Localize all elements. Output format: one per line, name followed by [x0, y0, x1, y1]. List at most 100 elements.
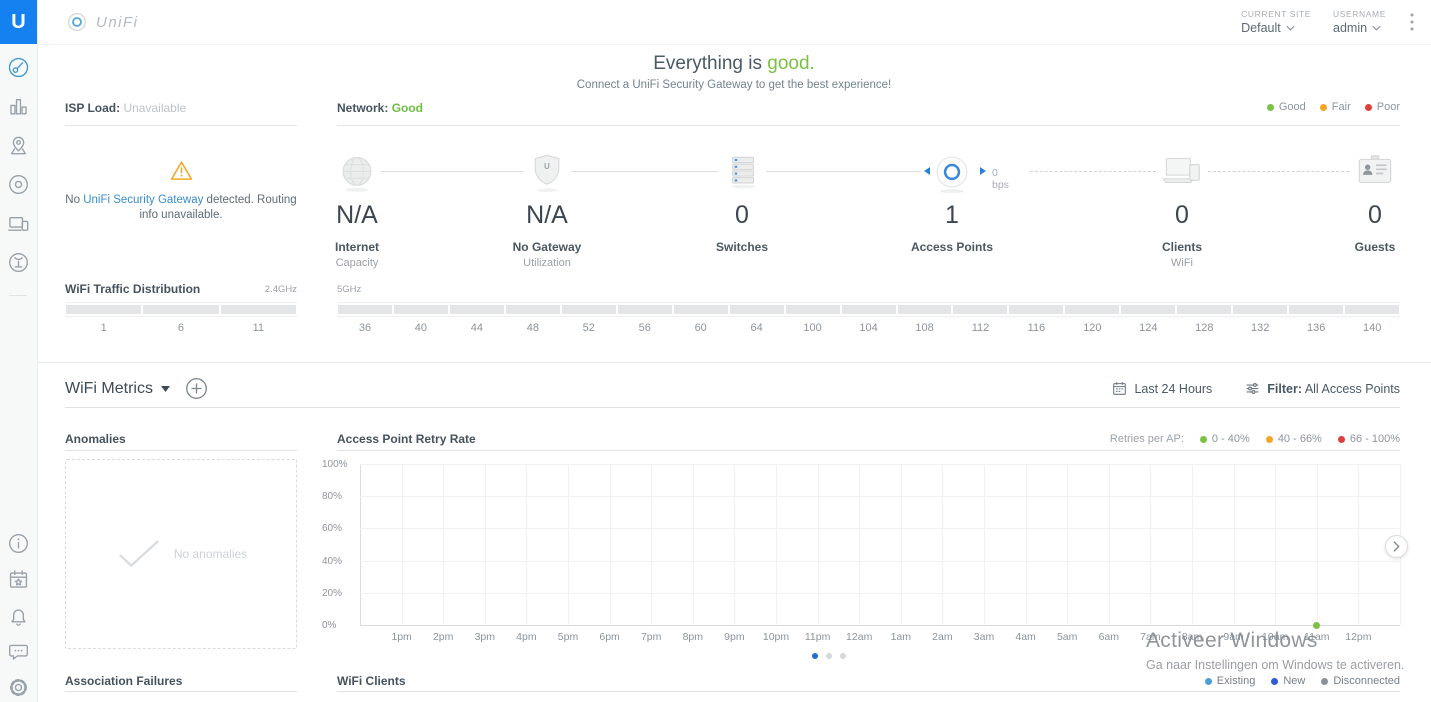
sidebar-item-insights[interactable] — [7, 251, 30, 274]
node-guests[interactable]: 0 Guests — [1295, 150, 1431, 254]
x-tick: 5pm — [546, 631, 590, 643]
y-tick: 60% — [322, 523, 355, 534]
sidebar-item-clients[interactable] — [7, 212, 30, 235]
filter-icon — [1245, 381, 1260, 396]
gridline-v — [526, 464, 527, 625]
insights-icon — [7, 251, 30, 274]
legend-dot — [1320, 104, 1327, 111]
pagination-dot[interactable] — [826, 653, 832, 659]
sidebar-item-statistics[interactable] — [7, 95, 30, 118]
sidebar-item-map[interactable] — [7, 134, 30, 157]
ap-filter[interactable]: Filter: All Access Points — [1245, 381, 1400, 396]
sidebar-item-dashboard[interactable] — [7, 56, 30, 79]
sidebar-item-devices[interactable] — [7, 173, 30, 196]
legend-label: 0 - 40% — [1212, 433, 1250, 445]
gridline-v — [443, 464, 444, 625]
gridline-h — [360, 528, 1400, 529]
y-tick: 20% — [322, 588, 355, 599]
network-status: Network: Good GoodFairPoor — [337, 101, 1400, 126]
legend-dot — [1266, 436, 1273, 443]
sidebar-item-alerts[interactable] — [7, 604, 30, 627]
channel-bar — [1233, 305, 1287, 314]
pagination-dot[interactable] — [812, 653, 818, 659]
health-summary: Everything is good. Connect a UniFi Secu… — [37, 53, 1431, 91]
channel-number: 1 — [65, 322, 142, 334]
node-switches[interactable]: 0 Switches — [662, 150, 822, 254]
section-divider — [37, 362, 1431, 363]
gridline-v — [693, 464, 694, 625]
legend-label: New — [1283, 675, 1305, 687]
next-page-button[interactable] — [1385, 535, 1408, 558]
gridline-v — [1192, 464, 1193, 625]
legend-label: 40 - 66% — [1278, 433, 1322, 445]
page-subtitle: Connect a UniFi Security Gateway to get … — [37, 79, 1431, 91]
dashboard-icon — [7, 56, 30, 79]
gridline-v — [859, 464, 860, 625]
filter-value: All Access Points — [1305, 382, 1400, 396]
legend-item-good: Good — [1267, 101, 1306, 113]
node-value: N/A — [467, 201, 627, 230]
events-icon — [7, 568, 30, 591]
topbar: UniFi CURRENT SITE Default USERNAME admi… — [37, 0, 1431, 45]
legend-item-0-40-: 0 - 40% — [1200, 433, 1250, 445]
topbar-right: CURRENT SITE Default USERNAME admin — [1241, 9, 1431, 35]
gridline-h — [360, 496, 1400, 497]
anomalies-empty-state: No anomalies — [65, 459, 297, 649]
gridline-v — [485, 464, 486, 625]
sidebar-item-info[interactable] — [7, 532, 30, 555]
warning-icon — [170, 160, 193, 181]
x-tick: 3am — [962, 631, 1006, 643]
alerts-icon — [7, 604, 30, 627]
node-gateway[interactable]: U N/A No Gateway Utilization — [467, 150, 627, 269]
x-tick: 1pm — [380, 631, 424, 643]
channel-bar — [1009, 305, 1063, 314]
y-tick: 80% — [322, 491, 355, 502]
node-access-points[interactable]: 1 Access Points — [872, 150, 1032, 254]
x-tick: 8am — [1170, 631, 1214, 643]
channel-number: 44 — [449, 322, 505, 334]
x-tick: 10pm — [754, 631, 798, 643]
anomalies-empty-text: No anomalies — [174, 547, 247, 561]
gridline-v — [1026, 464, 1027, 625]
chat-icon — [7, 640, 30, 663]
wifi-metrics-dropdown[interactable]: WiFi Metrics — [65, 380, 170, 398]
user-selector[interactable]: USERNAME admin — [1333, 9, 1386, 35]
node-value: 0 — [1295, 201, 1431, 230]
site-selector[interactable]: CURRENT SITE Default — [1241, 9, 1311, 35]
legend-item-fair: Fair — [1320, 101, 1351, 113]
node-clients[interactable]: 0 Clients WiFi — [1102, 150, 1262, 269]
sidebar-divider — [9, 295, 27, 296]
node-value: N/A — [277, 201, 437, 230]
channel-number: 104 — [841, 322, 897, 334]
sidebar-item-chat[interactable] — [7, 640, 30, 663]
channel-bar — [1177, 305, 1231, 314]
sidebar-bottom-nav — [0, 532, 36, 699]
overflow-menu-icon[interactable] — [1408, 11, 1416, 33]
sidebar-item-settings[interactable] — [7, 676, 30, 699]
pagination-dot[interactable] — [840, 653, 846, 659]
gateway-link[interactable]: UniFi Security Gateway — [83, 194, 203, 206]
x-tick: 12am — [837, 631, 881, 643]
node-sublabel: Utilization — [467, 257, 627, 269]
channel-bar — [143, 305, 218, 314]
node-label: No Gateway — [467, 240, 627, 254]
channel-bar — [66, 305, 141, 314]
legend-item-40-66-: 40 - 66% — [1266, 433, 1322, 445]
metrics-controls: Last 24 Hours Filter: All Access Points — [1112, 381, 1400, 396]
sidebar-item-events[interactable] — [7, 568, 30, 591]
node-internet[interactable]: N/A Internet Capacity — [277, 150, 437, 269]
metrics-divider — [65, 407, 1400, 408]
channel-number: 108 — [897, 322, 953, 334]
time-range-selector[interactable]: Last 24 Hours — [1112, 381, 1219, 396]
x-tick: 2am — [920, 631, 964, 643]
gridline-v — [1067, 464, 1068, 625]
gridline-v — [651, 464, 652, 625]
channel-bar — [338, 305, 392, 314]
x-tick: 7pm — [629, 631, 673, 643]
band-label: 5GHz — [337, 282, 361, 302]
ubiquiti-logo[interactable]: U — [0, 0, 37, 44]
user-selector-value: admin — [1333, 21, 1367, 35]
legend-item-disconnected: Disconnected — [1321, 675, 1400, 687]
add-widget-button[interactable] — [185, 377, 208, 400]
gridline-v — [1234, 464, 1235, 625]
